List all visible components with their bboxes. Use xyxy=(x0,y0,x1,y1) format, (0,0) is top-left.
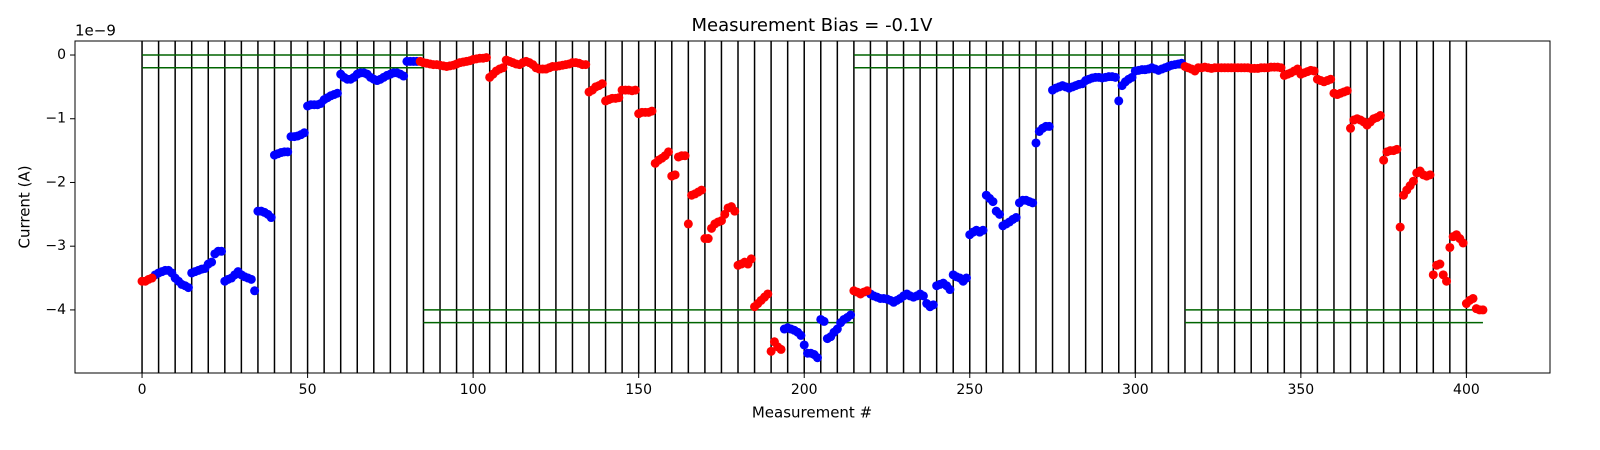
y-tick-label: −2 xyxy=(45,174,66,190)
data-point xyxy=(1309,66,1319,76)
data-point xyxy=(763,289,773,299)
y-axis-label: Current (A) xyxy=(16,165,34,248)
data-point xyxy=(1011,213,1021,223)
y-tick-label: 0 xyxy=(57,47,66,63)
data-point xyxy=(1031,138,1041,148)
y-tick-label: −4 xyxy=(45,302,66,318)
x-tick-label: 400 xyxy=(1453,382,1480,398)
x-tick-label: 250 xyxy=(956,382,983,398)
data-point xyxy=(1326,74,1336,84)
data-point xyxy=(1445,242,1455,252)
data-point xyxy=(630,85,640,95)
data-point xyxy=(683,219,693,229)
data-point xyxy=(978,225,988,235)
data-point xyxy=(399,71,409,81)
data-point xyxy=(746,254,756,264)
data-point xyxy=(1342,86,1352,96)
x-axis-label: Measurement # xyxy=(752,404,872,422)
data-point xyxy=(1458,238,1468,248)
data-point xyxy=(703,234,713,244)
data-point xyxy=(647,106,657,116)
data-point xyxy=(1468,293,1478,303)
data-point xyxy=(1110,72,1120,82)
data-point xyxy=(846,310,856,320)
data-point xyxy=(1375,111,1385,121)
data-point xyxy=(1114,96,1124,106)
data-point xyxy=(207,257,217,267)
x-tick-label: 300 xyxy=(1122,382,1149,398)
data-point xyxy=(1346,123,1356,133)
data-point xyxy=(1435,259,1445,269)
data-point xyxy=(1425,170,1435,180)
data-point xyxy=(776,344,786,354)
chart-title: Measurement Bias = -0.1V xyxy=(691,15,933,36)
x-tick-label: 200 xyxy=(791,382,818,398)
data-point xyxy=(796,330,806,340)
data-point xyxy=(1408,176,1418,186)
data-point xyxy=(663,147,673,157)
data-point xyxy=(918,291,928,301)
y-tick-label: −1 xyxy=(45,111,66,127)
data-point xyxy=(217,246,227,256)
data-point xyxy=(147,273,157,283)
y-offset-label: 1e−9 xyxy=(75,22,116,40)
data-point xyxy=(670,170,680,180)
data-point xyxy=(1428,270,1438,280)
data-point xyxy=(183,283,193,293)
data-point xyxy=(1379,155,1389,165)
data-point xyxy=(332,88,342,98)
data-point xyxy=(614,93,624,103)
x-tick-label: 350 xyxy=(1287,382,1314,398)
data-point xyxy=(1276,63,1286,73)
x-tick-label: 0 xyxy=(138,382,147,398)
data-point xyxy=(730,206,740,216)
data-point xyxy=(995,209,1005,219)
data-point xyxy=(299,128,309,138)
x-tick-label: 50 xyxy=(299,382,317,398)
data-point xyxy=(1044,121,1054,131)
data-point xyxy=(250,286,260,296)
x-tick-label: 150 xyxy=(625,382,652,398)
plot-frame xyxy=(74,40,1551,374)
data-point xyxy=(498,63,508,73)
data-point xyxy=(1392,144,1402,154)
data-point xyxy=(697,185,707,195)
data-point xyxy=(1395,222,1405,232)
data-point xyxy=(246,274,256,284)
data-point xyxy=(283,147,293,157)
data-point xyxy=(988,197,998,207)
data-point xyxy=(1028,198,1038,208)
data-point xyxy=(581,60,591,70)
data-point xyxy=(945,285,955,295)
data-point xyxy=(597,79,607,89)
data-point xyxy=(1442,276,1452,286)
data-point xyxy=(680,151,690,161)
data-point xyxy=(1478,305,1488,315)
data-point xyxy=(266,213,276,223)
data-point xyxy=(766,346,776,356)
data-point xyxy=(819,316,829,326)
y-tick-label: −3 xyxy=(45,238,66,254)
x-tick-label: 100 xyxy=(460,382,487,398)
data-point xyxy=(481,53,491,63)
data-point xyxy=(812,353,822,363)
data-point xyxy=(961,273,971,283)
data-point xyxy=(928,300,938,310)
data-point xyxy=(799,340,809,350)
data-point xyxy=(862,286,872,296)
